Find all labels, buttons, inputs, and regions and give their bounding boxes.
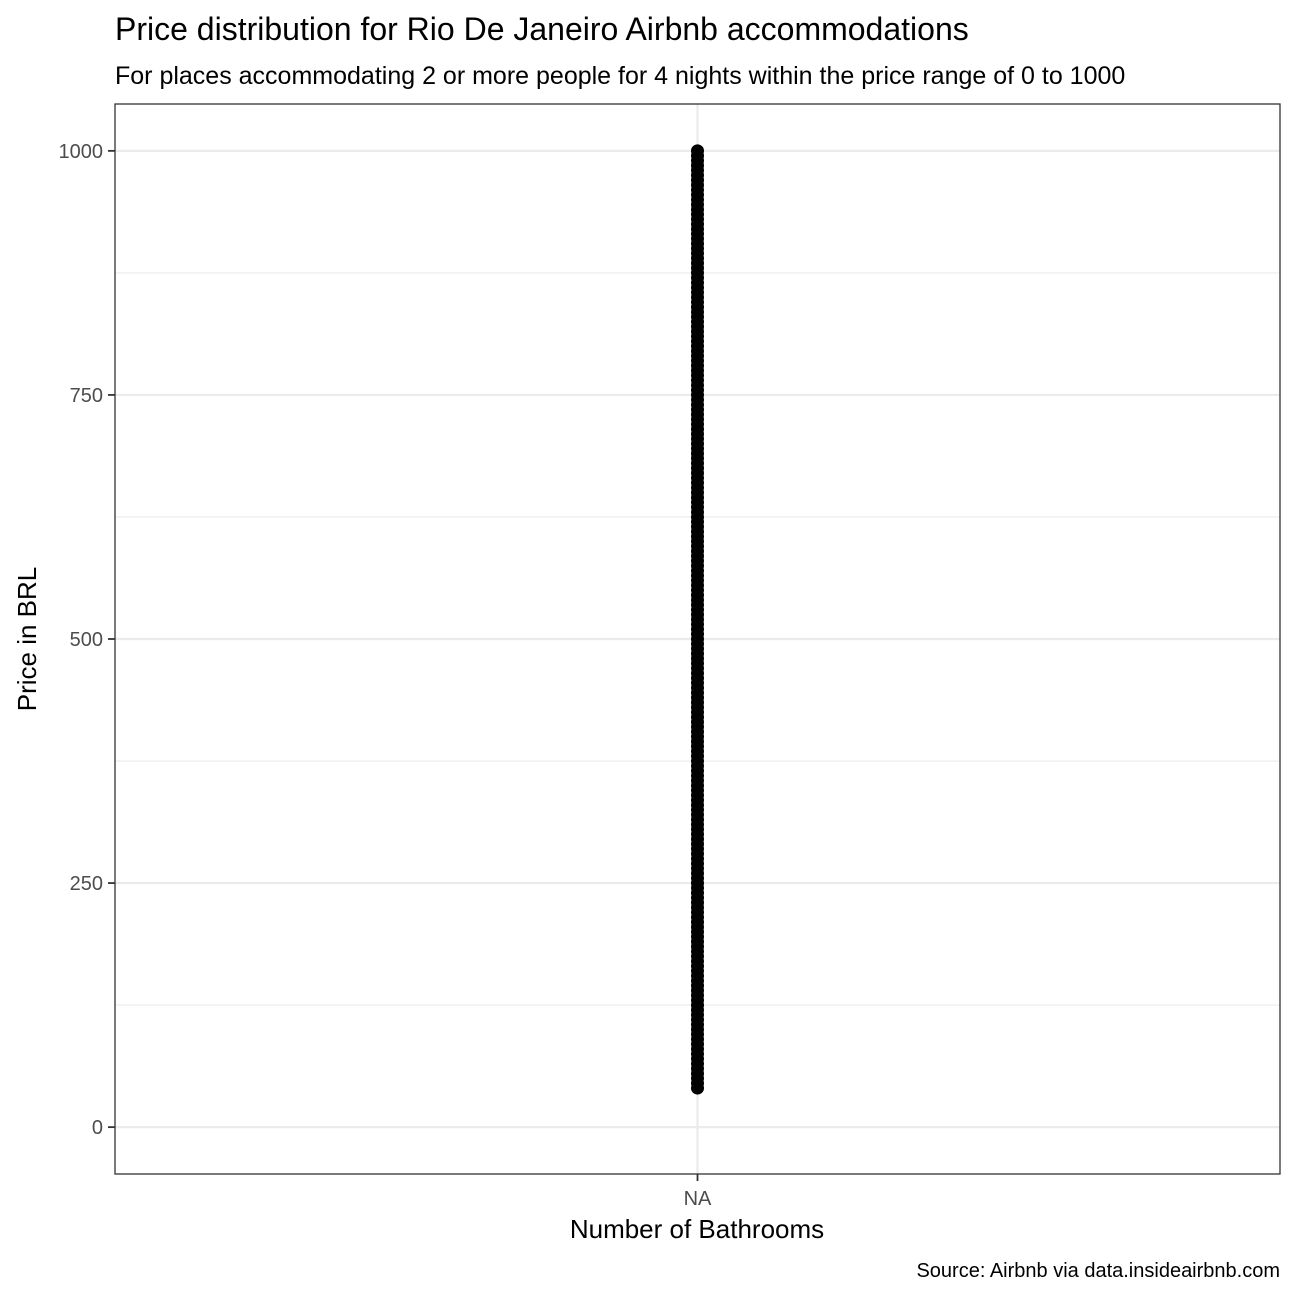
x-axis: NA	[684, 1174, 712, 1210]
plot-panel	[114, 103, 1281, 1175]
x-axis-title: Number of Bathrooms	[570, 1214, 824, 1244]
y-tick-label: 0	[92, 1117, 103, 1139]
x-tick-label: NA	[684, 1188, 712, 1210]
chart-title: Price distribution for Rio De Janeiro Ai…	[115, 11, 969, 47]
y-tick-label: 1000	[59, 141, 104, 163]
y-axis-title: Price in BRL	[12, 567, 42, 712]
data-point	[691, 144, 704, 158]
y-tick-label: 750	[70, 385, 103, 407]
y-tick-label: 250	[70, 873, 103, 895]
y-tick-label: 500	[70, 629, 103, 651]
source-caption: Source: Airbnb via data.insideairbnb.com	[916, 1260, 1280, 1282]
data-points	[691, 144, 704, 1095]
chart-subtitle: For places accommodating 2 or more peopl…	[115, 62, 1125, 90]
y-axis: 0 250 500 750 1000	[59, 141, 115, 1139]
